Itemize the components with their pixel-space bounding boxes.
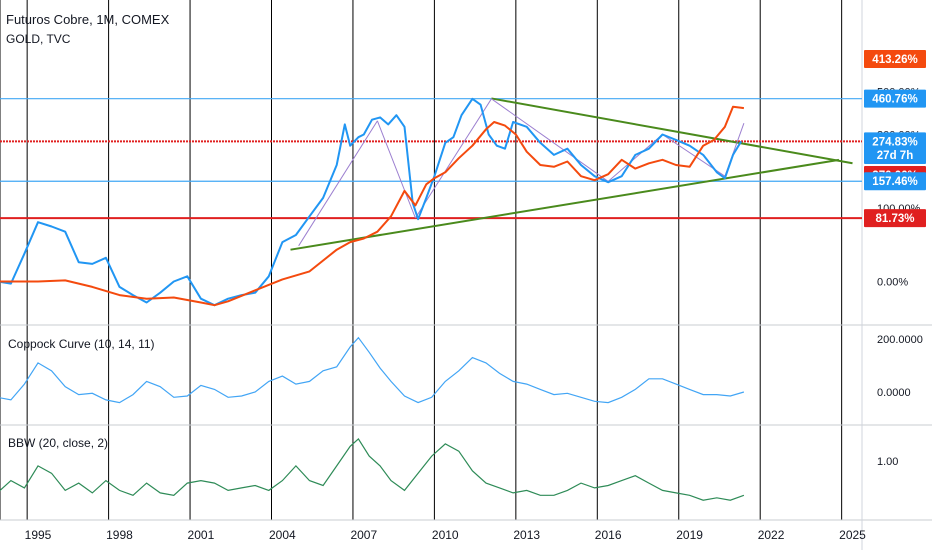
price-tick-label: 0.00% <box>877 277 908 289</box>
gold-price-tag: 413.26% <box>872 54 917 66</box>
trendlines <box>290 97 853 251</box>
bbw-tick-label: 1.00 <box>877 456 898 468</box>
projection-line <box>414 98 492 219</box>
time-tick-label: 1998 <box>106 528 133 542</box>
trendline <box>290 158 840 251</box>
level-tag-bg <box>864 89 926 108</box>
projection-lines <box>298 98 745 247</box>
copper-price-tag-bg <box>864 132 926 151</box>
time-tick-label: 2013 <box>513 528 540 542</box>
level-tag-bg <box>864 209 926 228</box>
series-lines <box>0 97 745 501</box>
projection-line <box>298 120 378 247</box>
coppock-series-line <box>0 336 745 404</box>
time-tick-label: 2025 <box>839 528 866 542</box>
countdown-tag: 27d 7h <box>877 150 913 162</box>
level-tag: 81.73% <box>875 213 914 225</box>
bbw-series-line <box>0 437 745 501</box>
grid <box>0 0 843 520</box>
time-tick-label: 2019 <box>676 528 703 542</box>
time-tick-label: 2001 <box>188 528 215 542</box>
countdown-tag-bg <box>864 146 926 164</box>
time-tick-label: 1995 <box>25 528 52 542</box>
copper-series-line <box>0 97 743 307</box>
legend-secondary[interactable]: GOLD, TVC <box>6 32 71 46</box>
gold-series-line <box>0 105 745 307</box>
bbw-title[interactable]: BBW (20, close, 2) <box>8 436 108 450</box>
level-tag: 460.76% <box>872 94 917 106</box>
gold-price-tag-bg <box>864 50 926 68</box>
time-tick-label: 2022 <box>758 528 785 542</box>
level-tag: 157.46% <box>872 176 917 188</box>
coppock-title[interactable]: Coppock Curve (10, 14, 11) <box>8 337 155 351</box>
projection-line <box>376 120 416 219</box>
trendline <box>491 97 853 165</box>
time-axis[interactable]: 1995 1998 2001 2004 2007 2010 2013 2016 2019 2022… <box>25 528 867 542</box>
legend-main-title[interactable]: Futuros Cobre, 1M, COMEX <box>6 12 170 27</box>
time-tick-label: 2007 <box>350 528 377 542</box>
coppock-tick-label: 200.0000 <box>877 334 923 346</box>
projection-line <box>607 134 663 182</box>
price-tags: 460.76%413.26%274.83%27d 7h270.66%157.46… <box>864 50 926 228</box>
projection-line <box>491 98 609 182</box>
time-tick-label: 2016 <box>595 528 622 542</box>
time-tick-label: 2010 <box>432 528 459 542</box>
level-tag-bg <box>864 172 926 191</box>
copper-price-tag: 274.83% <box>872 136 917 148</box>
coppock-tick-label: 0.0000 <box>877 387 911 399</box>
time-tick-label: 2004 <box>269 528 296 542</box>
